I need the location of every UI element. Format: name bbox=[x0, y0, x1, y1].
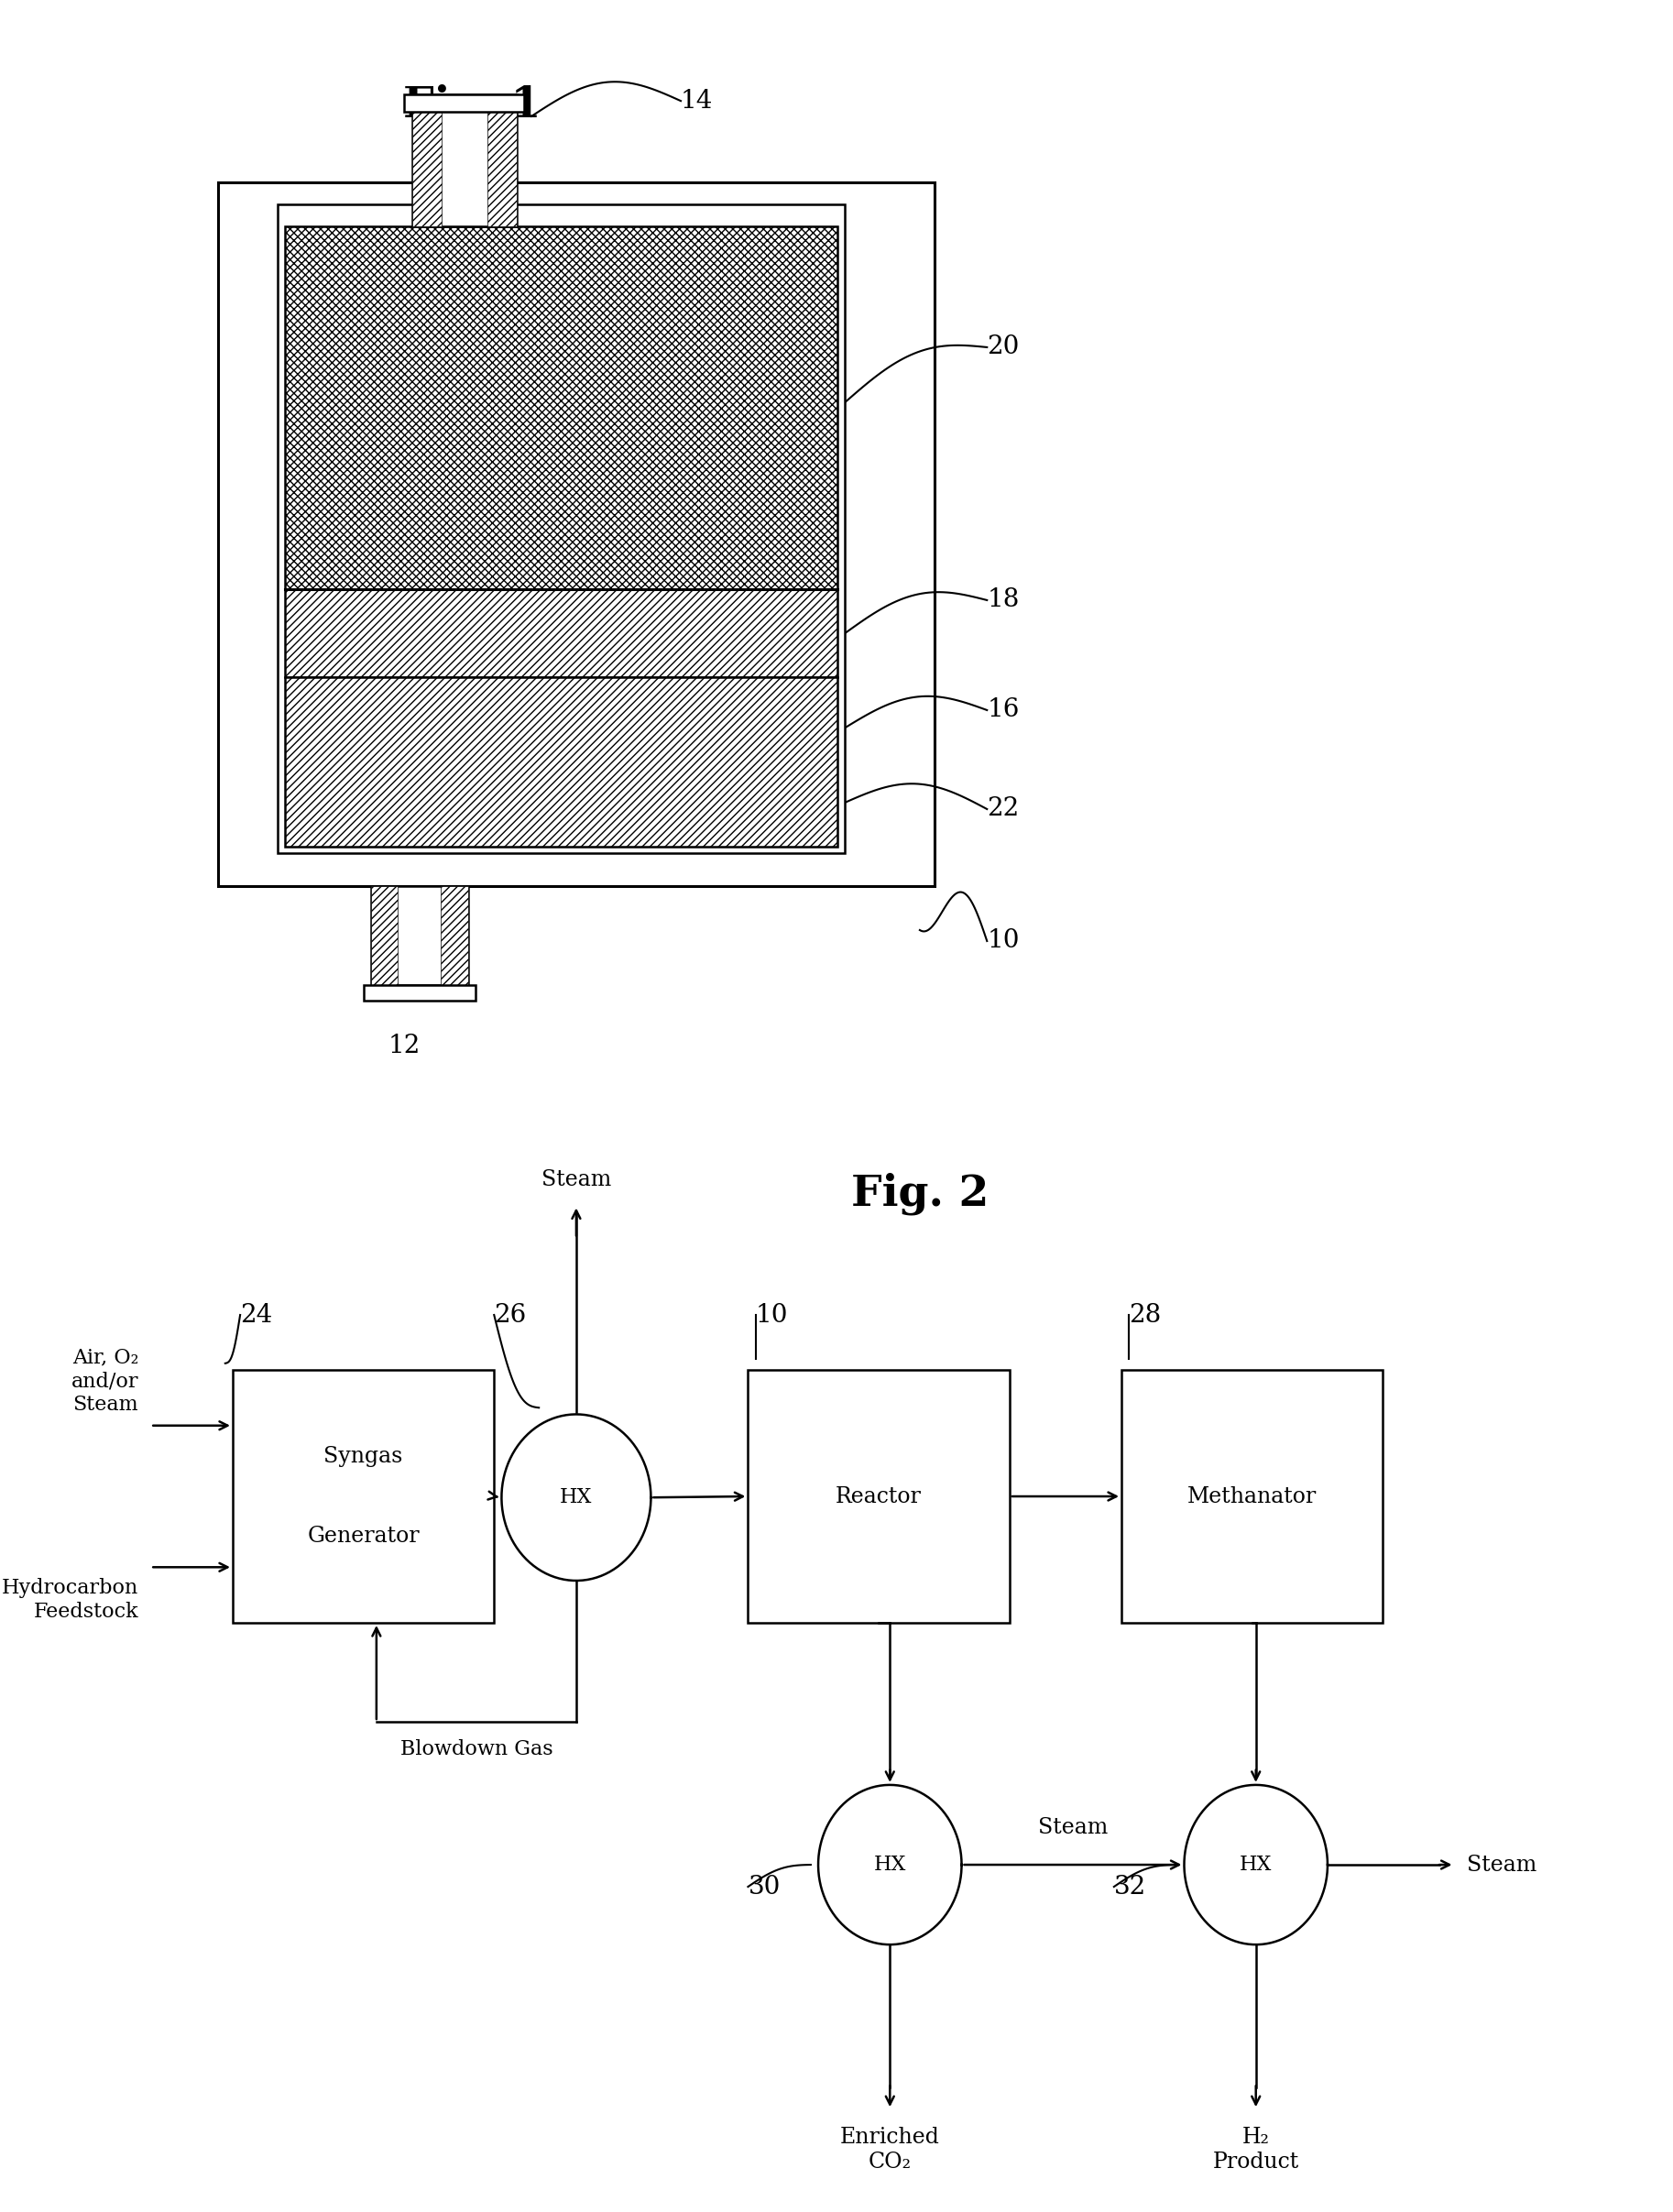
Text: 14: 14 bbox=[681, 88, 713, 113]
Text: Air, O₂
and/or
Steam: Air, O₂ and/or Steam bbox=[72, 1347, 139, 1413]
Bar bbox=[440, 887, 468, 984]
Bar bbox=[278, 204, 845, 854]
Bar bbox=[371, 887, 468, 984]
Text: 26: 26 bbox=[494, 1303, 527, 1327]
Text: H₂
Product: H₂ Product bbox=[1213, 2128, 1298, 2172]
Text: 16: 16 bbox=[987, 697, 1019, 723]
Bar bbox=[284, 588, 838, 677]
Bar bbox=[748, 1369, 1009, 1624]
Text: Steam: Steam bbox=[542, 1168, 611, 1190]
Text: 20: 20 bbox=[987, 334, 1019, 361]
Text: Generator: Generator bbox=[308, 1526, 420, 1546]
Bar bbox=[217, 181, 935, 887]
Bar bbox=[487, 95, 517, 226]
Text: Enriched
CO₂: Enriched CO₂ bbox=[840, 2128, 940, 2172]
Text: Steam: Steam bbox=[1037, 1818, 1108, 1838]
Polygon shape bbox=[818, 1785, 962, 1944]
Text: HX: HX bbox=[873, 1854, 907, 1876]
Polygon shape bbox=[1184, 1785, 1328, 1944]
Polygon shape bbox=[502, 1413, 651, 1582]
Text: HX: HX bbox=[560, 1486, 592, 1509]
Bar bbox=[363, 984, 475, 1000]
Text: 30: 30 bbox=[748, 1874, 780, 1900]
Bar bbox=[284, 226, 838, 588]
Text: 10: 10 bbox=[756, 1303, 788, 1327]
Bar bbox=[412, 95, 517, 226]
Text: Blowdown Gas: Blowdown Gas bbox=[400, 1739, 552, 1759]
Text: 22: 22 bbox=[987, 796, 1019, 821]
Text: Fig. 2: Fig. 2 bbox=[852, 1172, 989, 1214]
Text: 24: 24 bbox=[241, 1303, 273, 1327]
Text: HX: HX bbox=[1240, 1854, 1271, 1876]
Text: 12: 12 bbox=[388, 1033, 420, 1057]
Text: 18: 18 bbox=[987, 588, 1019, 613]
Bar bbox=[233, 1369, 494, 1624]
Bar bbox=[412, 95, 442, 226]
Text: 28: 28 bbox=[1129, 1303, 1161, 1327]
Bar bbox=[405, 95, 524, 113]
Bar bbox=[1121, 1369, 1384, 1624]
Bar bbox=[284, 677, 838, 847]
Text: Syngas: Syngas bbox=[325, 1447, 403, 1467]
Bar bbox=[371, 887, 398, 984]
Text: Reactor: Reactor bbox=[836, 1486, 922, 1506]
Text: Fig. 1: Fig. 1 bbox=[403, 84, 540, 126]
Text: Hydrocarbon
Feedstock: Hydrocarbon Feedstock bbox=[2, 1577, 139, 1621]
Text: 32: 32 bbox=[1114, 1874, 1146, 1900]
Text: 10: 10 bbox=[987, 929, 1019, 953]
Text: Methanator: Methanator bbox=[1188, 1486, 1317, 1506]
Text: Steam: Steam bbox=[1467, 1854, 1536, 1876]
